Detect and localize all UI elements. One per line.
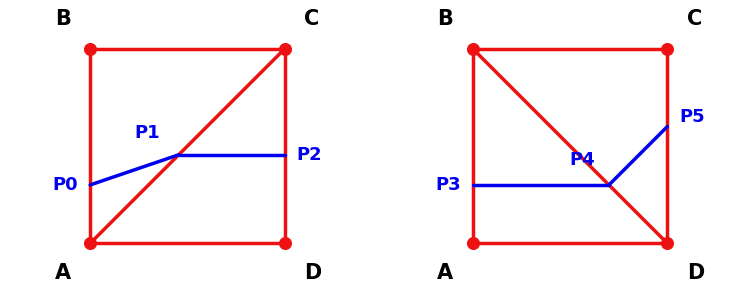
Point xyxy=(84,241,96,246)
Point xyxy=(279,241,291,246)
Point xyxy=(662,46,674,51)
Text: A: A xyxy=(437,263,453,283)
Text: P4: P4 xyxy=(570,151,596,169)
Text: C: C xyxy=(304,9,320,29)
Text: D: D xyxy=(687,263,704,283)
Text: B: B xyxy=(55,9,70,29)
Text: D: D xyxy=(304,263,322,283)
Text: C: C xyxy=(687,9,702,29)
Point xyxy=(662,241,674,246)
Text: B: B xyxy=(437,9,453,29)
Text: P5: P5 xyxy=(679,108,705,126)
Point xyxy=(279,46,291,51)
Text: P3: P3 xyxy=(435,176,461,194)
Text: A: A xyxy=(55,263,70,283)
Point xyxy=(466,46,478,51)
Text: P2: P2 xyxy=(296,146,322,164)
Text: P1: P1 xyxy=(134,124,160,142)
Point xyxy=(84,46,96,51)
Text: P0: P0 xyxy=(53,176,79,194)
Point xyxy=(466,241,478,246)
